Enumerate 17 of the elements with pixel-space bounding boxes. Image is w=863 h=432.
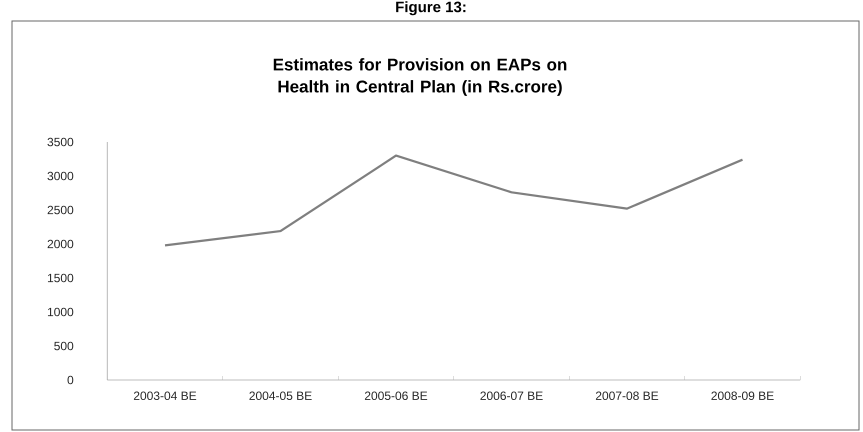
y-tick-label: 500 bbox=[54, 342, 74, 350]
y-tick-label: 2500 bbox=[48, 206, 74, 214]
y-tick-label: 3000 bbox=[47, 172, 74, 180]
x-tick-label: 2004-05 BE bbox=[249, 392, 312, 400]
y-tick-label: 0 bbox=[68, 376, 74, 384]
x-tick-label: 2007-08 BE bbox=[596, 392, 658, 400]
x-tick-label: 2008-09 BE bbox=[711, 392, 774, 400]
chart-title: Estimates for Provision on EAPs on Health in Central Plan (in Rs.crore) bbox=[274, 58, 566, 96]
y-tick-label: 2000 bbox=[48, 240, 74, 248]
x-tick-label: 2005-06 BE bbox=[364, 392, 428, 400]
x-tick-label: 2003-04 BE bbox=[134, 392, 196, 400]
y-tick-label: 3500 bbox=[47, 138, 74, 146]
line-series bbox=[164, 154, 744, 246]
y-tick-label: 1000 bbox=[48, 308, 74, 316]
y-tick-label: 1500 bbox=[48, 274, 74, 282]
x-tick-label: 2006-07 BE bbox=[480, 392, 543, 400]
caption: Figure 13: bbox=[396, 1, 466, 16]
